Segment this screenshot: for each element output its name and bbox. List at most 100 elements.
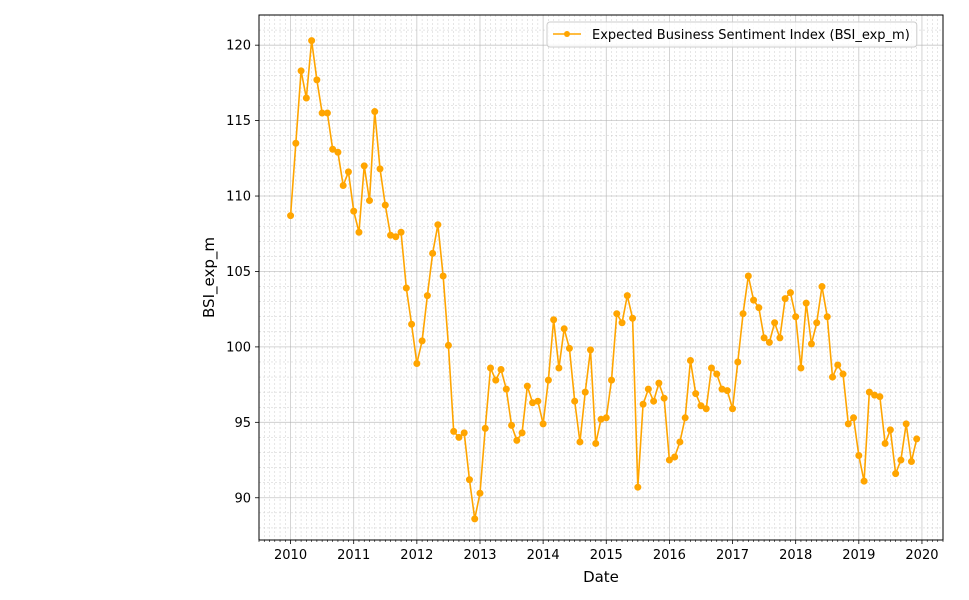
y-tick-label: 110 [226,190,251,205]
data-point [455,433,463,441]
data-point [397,228,405,236]
x-tick-label: 2014 [527,548,560,563]
data-point [750,296,758,304]
data-point [686,356,694,364]
data-point [287,212,295,220]
data-point [697,402,705,410]
data-point [413,359,421,367]
data-point [771,319,779,327]
data-point [860,477,868,485]
x-tick-label: 2013 [463,548,496,563]
data-point [671,453,679,461]
data-point [550,316,558,324]
data-point [907,458,915,466]
y-tick-label: 105 [226,265,251,280]
data-point [634,483,642,491]
data-point [760,334,768,342]
data-point [497,366,505,374]
data-point [392,233,400,241]
legend-label: Expected Business Sentiment Index (BSI_e… [592,28,910,43]
data-point [344,168,352,176]
data-point [423,292,431,300]
data-point [323,109,331,117]
y-tick-label: 115 [226,114,251,129]
data-point [681,414,689,422]
data-point [602,414,610,422]
data-point [581,388,589,396]
data-point [839,370,847,378]
data-point [913,435,921,443]
legend-marker [564,31,570,37]
data-point [781,295,789,303]
data-point [576,438,584,446]
data-point [471,515,479,523]
data-point [802,299,810,307]
data-point [897,456,905,464]
data-point [586,346,594,354]
y-tick-label: 100 [226,340,251,355]
data-point [650,397,658,405]
data-point [381,201,389,209]
data-point [365,197,373,205]
data-point [660,394,668,402]
data-point [355,228,363,236]
data-point [713,370,721,378]
x-tick-label: 2019 [842,548,875,563]
data-point [639,400,647,408]
data-point [560,325,568,333]
x-axis: 2010 2011 2012 2013 2014 2015 2016 2017 2018 2019… [258,540,944,563]
data-point [818,283,826,291]
data-point [539,420,547,428]
data-point [402,284,410,292]
x-tick-label: 2017 [716,548,749,563]
data-point [571,397,579,405]
data-point [329,145,337,153]
data-point [518,429,526,437]
data-point [723,387,731,395]
y-tick-label: 90 [234,491,251,506]
data-point [902,420,910,428]
data-point [702,405,710,413]
data-point [339,181,347,189]
data-point [350,207,358,215]
data-point [544,376,552,384]
data-point [434,221,442,229]
data-point [629,314,637,322]
legend: Expected Business Sentiment Index (BSI_e… [546,21,918,48]
data-point [844,420,852,428]
data-point [829,373,837,381]
data-point [508,421,516,429]
data-point [692,390,700,398]
data-point [513,436,521,444]
data-point [376,165,384,173]
data-point [460,429,468,437]
data-point [565,344,573,352]
data-point [792,313,800,321]
data-point [786,289,794,297]
legend-box [546,21,918,48]
data-point [523,382,531,390]
data-point [776,334,784,342]
minor-grid [258,14,944,540]
data-point [360,162,368,170]
data-point [855,452,863,460]
data-point [813,319,821,327]
x-tick-label: 2020 [905,548,938,563]
data-point [555,364,563,372]
data-point [502,385,510,393]
y-tick-label: 95 [234,416,251,431]
data-point [865,388,873,396]
data-point [297,67,305,75]
x-tick-label: 2015 [590,548,623,563]
data-point [450,427,458,435]
series-line [289,39,918,520]
data-point [834,361,842,369]
data-point [729,405,737,413]
data-point [418,337,426,345]
x-axis-title: Date [583,568,619,586]
data-point [739,310,747,318]
data-point [334,148,342,156]
data-point [371,108,379,116]
data-point [492,376,500,384]
